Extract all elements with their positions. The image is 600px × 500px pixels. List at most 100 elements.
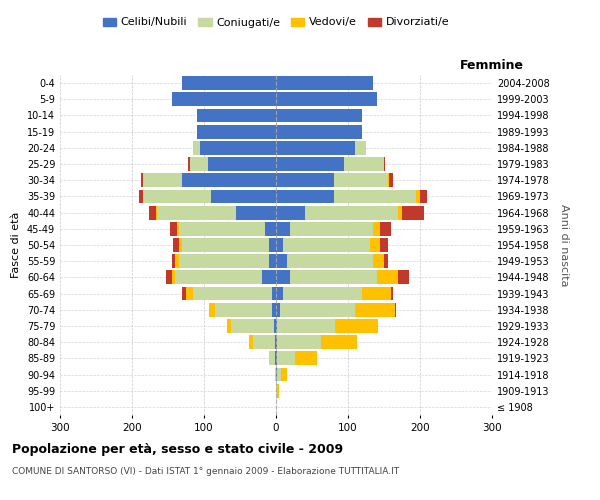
Bar bbox=[373, 222, 380, 235]
Bar bbox=[295, 352, 317, 365]
Bar bbox=[276, 319, 277, 333]
Bar bbox=[391, 286, 392, 300]
Bar bbox=[170, 222, 178, 235]
Bar bbox=[143, 174, 182, 187]
Bar bbox=[276, 108, 362, 122]
Bar bbox=[370, 238, 380, 252]
Bar bbox=[200, 141, 276, 154]
Text: COMUNE DI SANTORSO (VI) - Dati ISTAT 1° gennaio 2009 - Elaborazione TUTTITALIA.I: COMUNE DI SANTORSO (VI) - Dati ISTAT 1° … bbox=[12, 468, 399, 476]
Bar bbox=[305, 206, 398, 220]
Legend: Celibi/Nubili, Coniugati/e, Vedovi/e, Divorziati/e: Celibi/Nubili, Coniugati/e, Vedovi/e, Di… bbox=[98, 13, 454, 32]
Bar bbox=[283, 286, 362, 300]
Bar bbox=[179, 222, 265, 235]
Bar bbox=[384, 254, 388, 268]
Bar bbox=[277, 336, 320, 349]
Bar bbox=[269, 352, 275, 365]
Bar bbox=[275, 336, 276, 349]
Bar bbox=[179, 254, 269, 268]
Bar bbox=[290, 222, 373, 235]
Bar bbox=[186, 286, 193, 300]
Bar bbox=[384, 157, 385, 171]
Bar bbox=[269, 254, 276, 268]
Bar bbox=[215, 303, 272, 316]
Bar bbox=[276, 303, 280, 316]
Bar bbox=[190, 157, 208, 171]
Bar bbox=[276, 238, 283, 252]
Bar bbox=[388, 174, 389, 187]
Bar bbox=[377, 270, 398, 284]
Bar bbox=[276, 206, 305, 220]
Y-axis label: Fasce di età: Fasce di età bbox=[11, 212, 21, 278]
Bar bbox=[172, 270, 175, 284]
Bar bbox=[355, 141, 366, 154]
Bar bbox=[277, 352, 295, 365]
Bar bbox=[380, 222, 391, 235]
Bar bbox=[172, 92, 276, 106]
Bar bbox=[175, 254, 179, 268]
Bar bbox=[276, 352, 277, 365]
Bar bbox=[380, 238, 388, 252]
Bar bbox=[182, 286, 186, 300]
Bar bbox=[395, 303, 396, 316]
Bar bbox=[276, 286, 283, 300]
Bar bbox=[173, 238, 179, 252]
Bar bbox=[178, 222, 179, 235]
Bar bbox=[277, 368, 281, 382]
Bar bbox=[157, 206, 236, 220]
Bar bbox=[276, 368, 277, 382]
Bar bbox=[335, 319, 378, 333]
Bar bbox=[276, 141, 355, 154]
Bar bbox=[276, 190, 334, 203]
Bar bbox=[276, 92, 377, 106]
Bar bbox=[175, 270, 262, 284]
Bar bbox=[272, 286, 276, 300]
Bar bbox=[276, 174, 334, 187]
Bar bbox=[139, 190, 143, 203]
Bar bbox=[142, 174, 143, 187]
Bar bbox=[250, 336, 253, 349]
Bar bbox=[276, 270, 290, 284]
Bar bbox=[182, 174, 276, 187]
Bar bbox=[290, 270, 377, 284]
Bar bbox=[182, 238, 269, 252]
Bar bbox=[402, 206, 424, 220]
Bar bbox=[276, 336, 277, 349]
Bar bbox=[209, 303, 215, 316]
Bar bbox=[172, 254, 175, 268]
Bar bbox=[334, 174, 388, 187]
Bar bbox=[373, 254, 384, 268]
Bar bbox=[276, 384, 277, 398]
Bar bbox=[276, 254, 287, 268]
Bar bbox=[275, 352, 276, 365]
Bar bbox=[166, 270, 172, 284]
Bar bbox=[334, 190, 416, 203]
Bar bbox=[398, 206, 402, 220]
Bar bbox=[420, 190, 427, 203]
Bar bbox=[230, 319, 274, 333]
Bar bbox=[283, 238, 370, 252]
Bar bbox=[398, 270, 409, 284]
Bar bbox=[276, 125, 362, 138]
Bar bbox=[277, 319, 335, 333]
Bar bbox=[149, 206, 156, 220]
Bar bbox=[188, 157, 190, 171]
Bar bbox=[344, 157, 384, 171]
Bar bbox=[362, 286, 391, 300]
Bar bbox=[280, 303, 355, 316]
Bar bbox=[287, 254, 373, 268]
Bar bbox=[193, 286, 272, 300]
Bar bbox=[211, 190, 276, 203]
Bar bbox=[197, 108, 276, 122]
Bar bbox=[236, 206, 276, 220]
Bar bbox=[197, 125, 276, 138]
Bar bbox=[272, 303, 276, 316]
Bar bbox=[276, 157, 344, 171]
Bar bbox=[156, 206, 157, 220]
Bar bbox=[275, 368, 276, 382]
Bar bbox=[253, 336, 275, 349]
Text: Popolazione per età, sesso e stato civile - 2009: Popolazione per età, sesso e stato civil… bbox=[12, 442, 343, 456]
Bar bbox=[277, 384, 279, 398]
Bar bbox=[389, 174, 392, 187]
Bar bbox=[193, 141, 200, 154]
Bar bbox=[208, 157, 276, 171]
